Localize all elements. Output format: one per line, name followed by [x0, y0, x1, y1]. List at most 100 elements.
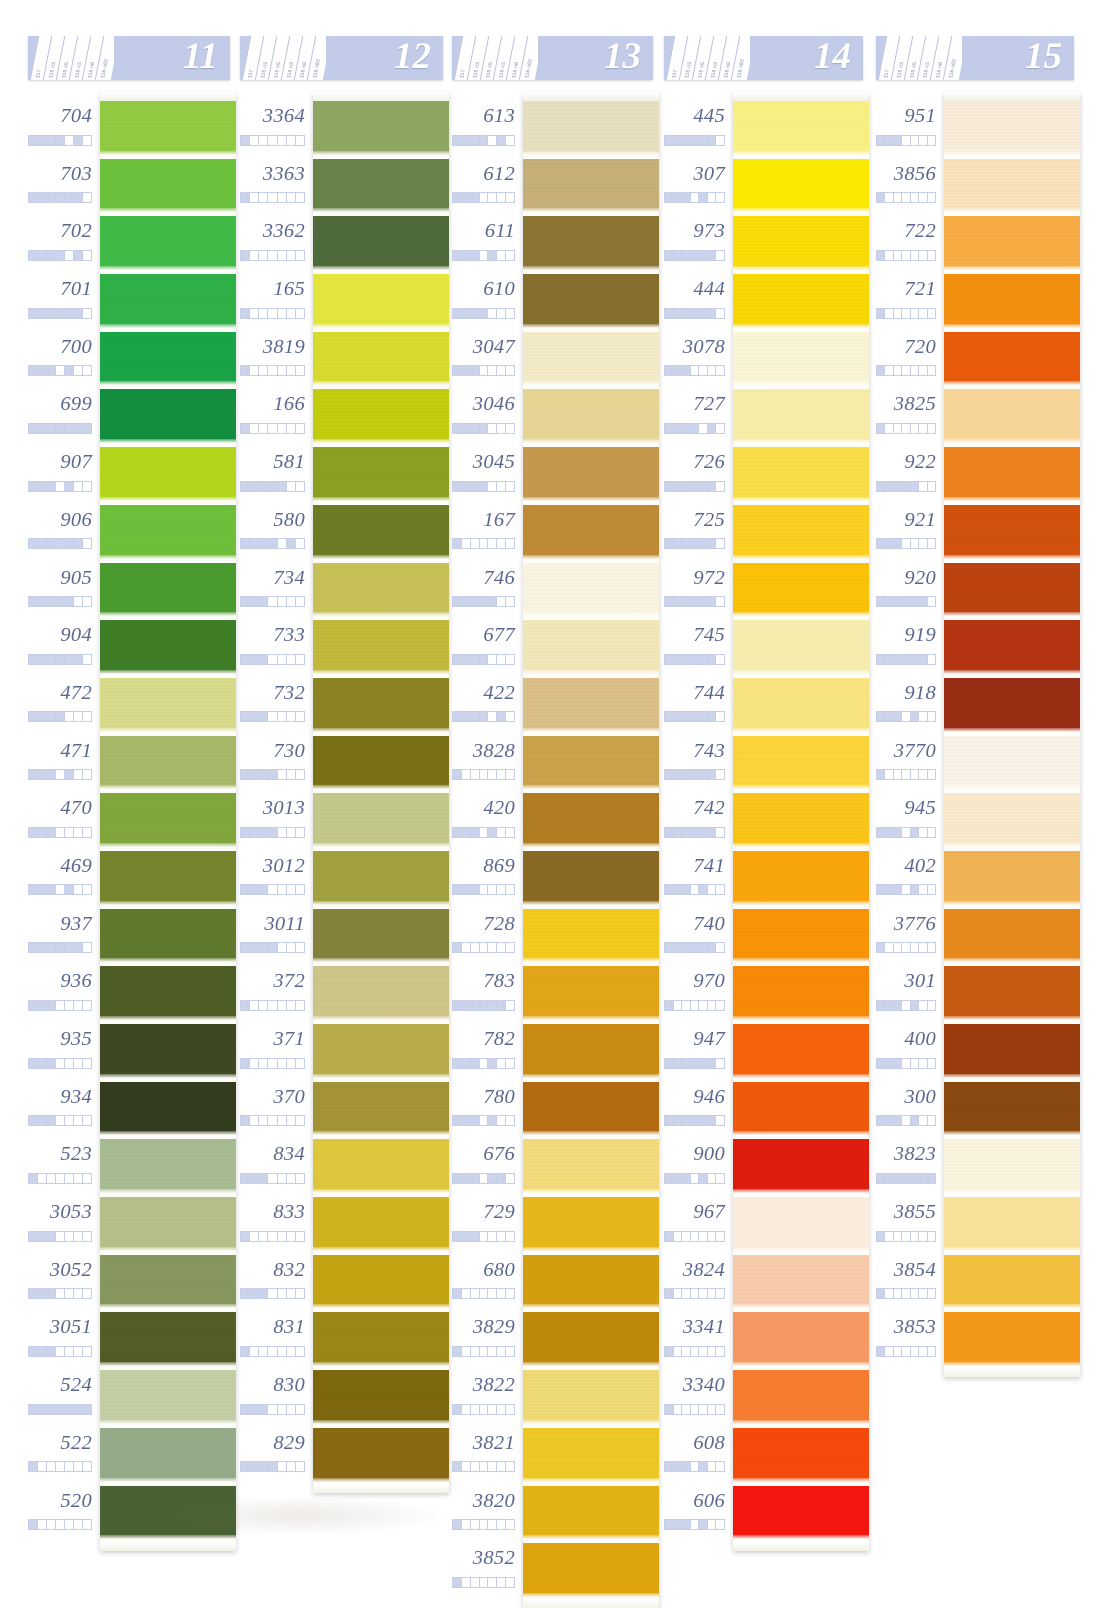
- inventory-checkbox[interactable]: [715, 1288, 726, 1300]
- inventory-checkbox[interactable]: [487, 884, 497, 896]
- inventory-checkbox[interactable]: [82, 653, 92, 665]
- inventory-checkboxes[interactable]: [452, 826, 516, 838]
- inventory-checkbox[interactable]: [478, 365, 488, 377]
- inventory-checkbox[interactable]: [55, 1461, 64, 1473]
- inventory-checkbox[interactable]: [672, 1403, 682, 1415]
- floss-row[interactable]: 3853: [876, 1307, 936, 1365]
- inventory-checkbox[interactable]: [918, 365, 927, 377]
- inventory-checkbox[interactable]: [82, 307, 92, 319]
- inventory-checkbox[interactable]: [240, 1461, 250, 1473]
- inventory-checkbox[interactable]: [267, 422, 277, 434]
- inventory-checkbox[interactable]: [267, 1230, 277, 1242]
- inventory-checkbox[interactable]: [918, 999, 927, 1011]
- inventory-checkboxes[interactable]: [452, 307, 516, 319]
- inventory-checkbox[interactable]: [249, 1172, 259, 1184]
- floss-row[interactable]: 3053: [28, 1192, 92, 1250]
- floss-row[interactable]: 702: [28, 211, 92, 269]
- inventory-checkbox[interactable]: [294, 134, 305, 146]
- inventory-checkbox[interactable]: [689, 826, 699, 838]
- inventory-checkbox[interactable]: [258, 192, 268, 204]
- floss-row[interactable]: 680: [452, 1250, 516, 1308]
- inventory-checkboxes[interactable]: [452, 1230, 516, 1242]
- inventory-checkbox[interactable]: [28, 192, 37, 204]
- inventory-checkbox[interactable]: [452, 1345, 461, 1357]
- inventory-checkbox[interactable]: [496, 538, 506, 550]
- inventory-checkbox[interactable]: [698, 134, 707, 146]
- inventory-checkbox[interactable]: [37, 884, 46, 896]
- inventory-checkbox[interactable]: [37, 826, 46, 838]
- inventory-checkbox[interactable]: [55, 422, 64, 434]
- inventory-checkbox[interactable]: [28, 1403, 37, 1415]
- inventory-checkboxes[interactable]: [452, 1576, 516, 1588]
- inventory-checkbox[interactable]: [46, 1230, 55, 1242]
- inventory-checkbox[interactable]: [892, 1172, 902, 1184]
- inventory-checkbox[interactable]: [876, 1057, 885, 1069]
- inventory-checkbox[interactable]: [28, 249, 37, 261]
- inventory-checkbox[interactable]: [73, 1230, 82, 1242]
- inventory-checkbox[interactable]: [258, 422, 268, 434]
- inventory-checkbox[interactable]: [452, 1461, 461, 1473]
- inventory-checkboxes[interactable]: [240, 249, 305, 261]
- inventory-checkbox[interactable]: [55, 1057, 64, 1069]
- floss-row[interactable]: 920: [876, 558, 936, 616]
- inventory-checkbox[interactable]: [460, 769, 470, 781]
- inventory-checkboxes[interactable]: [452, 480, 516, 492]
- inventory-checkboxes[interactable]: [28, 1288, 92, 1300]
- inventory-checkbox[interactable]: [909, 1288, 919, 1300]
- inventory-checkbox[interactable]: [918, 422, 927, 434]
- inventory-checkbox[interactable]: [469, 1288, 479, 1300]
- inventory-checkbox[interactable]: [478, 1345, 488, 1357]
- inventory-checkbox[interactable]: [926, 1288, 936, 1300]
- inventory-checkbox[interactable]: [918, 1172, 927, 1184]
- floss-row[interactable]: 470: [28, 788, 92, 846]
- inventory-checkbox[interactable]: [64, 999, 73, 1011]
- inventory-checkbox[interactable]: [267, 596, 277, 607]
- inventory-checkbox[interactable]: [884, 1057, 893, 1069]
- inventory-checkbox[interactable]: [258, 249, 268, 261]
- inventory-checkboxes[interactable]: [240, 365, 305, 377]
- inventory-checkboxes[interactable]: [664, 365, 726, 377]
- inventory-checkbox[interactable]: [689, 942, 699, 954]
- inventory-checkboxes[interactable]: [28, 134, 92, 146]
- inventory-checkbox[interactable]: [240, 884, 250, 896]
- inventory-checkboxes[interactable]: [664, 826, 726, 838]
- inventory-checkbox[interactable]: [249, 1057, 259, 1069]
- inventory-checkbox[interactable]: [487, 538, 497, 550]
- floss-row[interactable]: 3821: [452, 1423, 516, 1481]
- floss-row[interactable]: 703: [28, 154, 92, 212]
- inventory-checkbox[interactable]: [285, 365, 295, 377]
- inventory-checkbox[interactable]: [240, 711, 250, 723]
- inventory-checkboxes[interactable]: [28, 596, 92, 607]
- inventory-checkbox[interactable]: [487, 1403, 497, 1415]
- inventory-checkbox[interactable]: [46, 249, 55, 261]
- floss-row[interactable]: 372: [240, 961, 305, 1019]
- inventory-checkbox[interactable]: [706, 1288, 716, 1300]
- floss-row[interactable]: 165: [240, 269, 305, 327]
- inventory-checkbox[interactable]: [267, 1288, 277, 1300]
- inventory-checkboxes[interactable]: [876, 884, 936, 896]
- floss-row[interactable]: 746: [452, 558, 516, 616]
- inventory-checkbox[interactable]: [249, 538, 259, 550]
- inventory-checkboxes[interactable]: [452, 365, 516, 377]
- inventory-checkbox[interactable]: [55, 769, 64, 781]
- inventory-checkboxes[interactable]: [876, 307, 936, 319]
- inventory-checkbox[interactable]: [918, 596, 927, 607]
- inventory-checkbox[interactable]: [901, 192, 910, 204]
- inventory-checkbox[interactable]: [452, 1172, 461, 1184]
- inventory-checkbox[interactable]: [664, 1403, 673, 1415]
- inventory-checkbox[interactable]: [689, 365, 699, 377]
- inventory-checkbox[interactable]: [672, 422, 682, 434]
- inventory-checkboxes[interactable]: [28, 1461, 92, 1473]
- inventory-checkbox[interactable]: [258, 711, 268, 723]
- inventory-checkbox[interactable]: [706, 1115, 716, 1127]
- inventory-checkbox[interactable]: [664, 999, 673, 1011]
- inventory-checkbox[interactable]: [258, 480, 268, 492]
- inventory-checkbox[interactable]: [698, 307, 707, 319]
- inventory-checkbox[interactable]: [715, 653, 726, 665]
- inventory-checkbox[interactable]: [258, 1230, 268, 1242]
- inventory-checkbox[interactable]: [28, 134, 37, 146]
- inventory-checkbox[interactable]: [460, 999, 470, 1011]
- inventory-checkbox[interactable]: [672, 1288, 682, 1300]
- inventory-checkbox[interactable]: [28, 1115, 37, 1127]
- inventory-checkbox[interactable]: [698, 1172, 707, 1184]
